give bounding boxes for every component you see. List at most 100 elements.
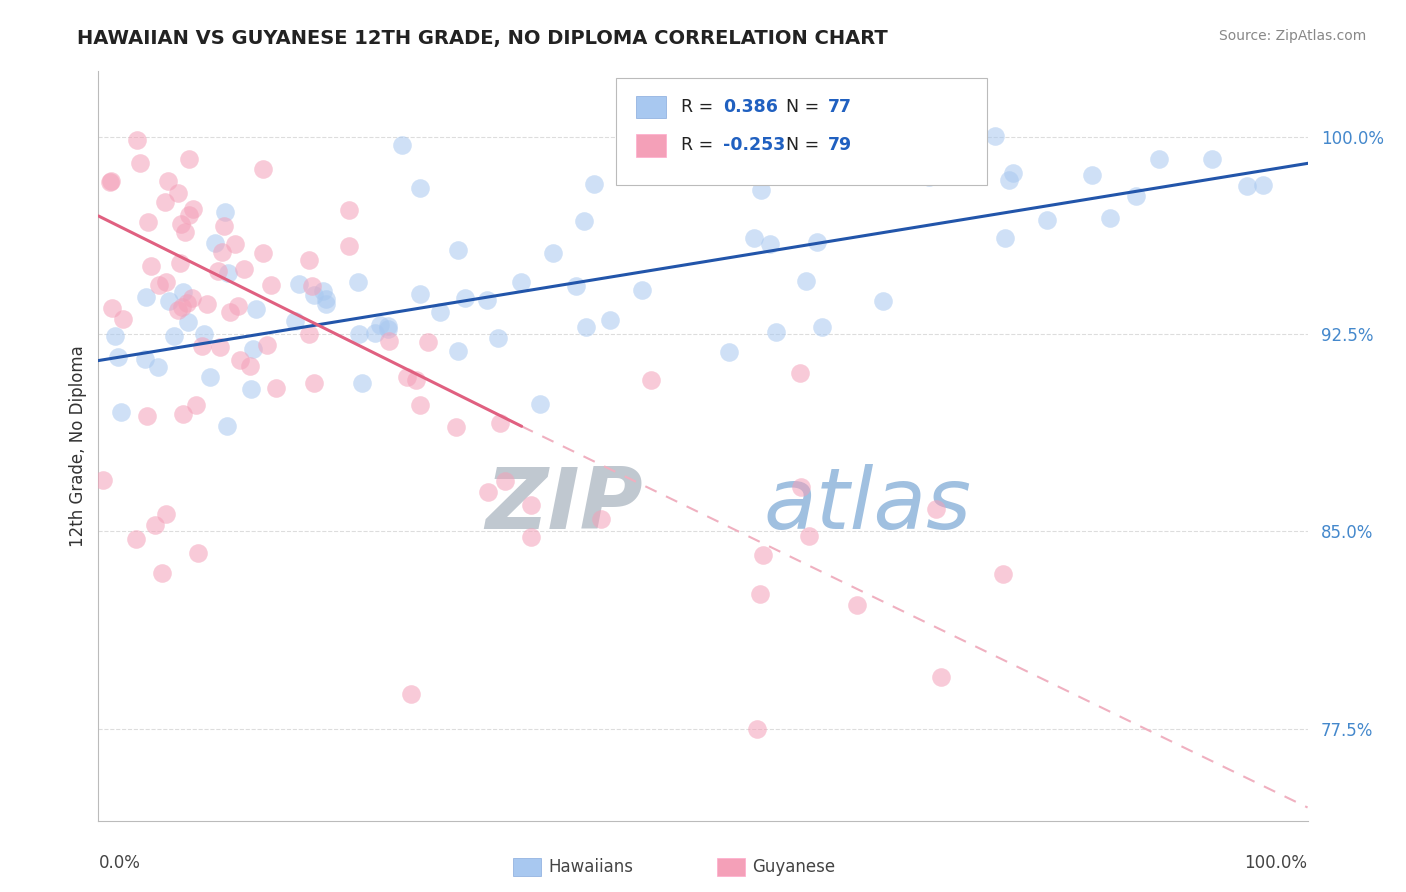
- Point: [377, 322, 399, 336]
- Point: [172, 285, 194, 299]
- Point: [395, 370, 418, 384]
- Point: [589, 512, 612, 526]
- Point: [242, 343, 264, 357]
- Point: [181, 291, 204, 305]
- Point: [352, 376, 374, 390]
- Point: [495, 474, 517, 488]
- Point: [583, 177, 606, 191]
- Text: R =: R =: [681, 98, 718, 116]
- Point: [931, 670, 953, 684]
- Point: [174, 226, 197, 240]
- Point: [872, 293, 894, 308]
- Point: [1125, 188, 1147, 202]
- Point: [477, 485, 499, 500]
- Point: [100, 174, 122, 188]
- Point: [240, 382, 263, 396]
- Point: [226, 299, 249, 313]
- Point: [217, 418, 239, 433]
- Point: [759, 236, 782, 251]
- Point: [315, 297, 337, 311]
- Point: [994, 231, 1017, 245]
- Point: [245, 302, 267, 317]
- Point: [104, 329, 127, 343]
- Point: [169, 256, 191, 270]
- Point: [204, 235, 226, 250]
- Point: [207, 263, 229, 277]
- Point: [1081, 168, 1104, 182]
- Point: [153, 194, 176, 209]
- Point: [998, 173, 1021, 187]
- Point: [252, 161, 274, 176]
- Point: [631, 283, 654, 297]
- Text: Source: ZipAtlas.com: Source: ZipAtlas.com: [1219, 29, 1367, 43]
- Point: [377, 318, 399, 333]
- Point: [416, 334, 439, 349]
- Point: [444, 420, 467, 434]
- Point: [409, 286, 432, 301]
- Text: Guyanese: Guyanese: [752, 858, 835, 876]
- Text: N =: N =: [786, 98, 825, 116]
- Point: [302, 376, 325, 391]
- Point: [312, 285, 335, 299]
- Point: [177, 152, 200, 166]
- Point: [111, 311, 134, 326]
- Point: [575, 320, 598, 334]
- Point: [529, 397, 551, 411]
- Point: [789, 366, 811, 380]
- Text: Hawaiians: Hawaiians: [548, 858, 633, 876]
- Point: [155, 275, 177, 289]
- Point: [337, 239, 360, 253]
- Point: [218, 305, 240, 319]
- Point: [184, 398, 207, 412]
- Point: [1098, 211, 1121, 226]
- Point: [409, 181, 432, 195]
- Point: [1149, 152, 1171, 166]
- Point: [765, 325, 787, 339]
- Point: [179, 208, 201, 222]
- Point: [211, 244, 233, 259]
- Point: [347, 276, 370, 290]
- Point: [446, 243, 468, 257]
- Point: [797, 529, 820, 543]
- Point: [1251, 178, 1274, 193]
- Point: [298, 326, 321, 341]
- Point: [520, 530, 543, 544]
- Point: [789, 480, 811, 494]
- Point: [486, 331, 509, 345]
- Point: [170, 300, 193, 314]
- Text: 0.386: 0.386: [723, 98, 778, 116]
- Point: [187, 546, 209, 560]
- Point: [288, 277, 311, 291]
- Point: [136, 409, 159, 424]
- Point: [224, 236, 246, 251]
- Point: [169, 217, 191, 231]
- Point: [807, 103, 830, 117]
- Point: [302, 288, 325, 302]
- Text: R =: R =: [681, 136, 718, 154]
- Point: [489, 417, 512, 431]
- Point: [475, 293, 498, 307]
- Point: [925, 502, 948, 516]
- Point: [391, 138, 413, 153]
- Point: [368, 318, 391, 332]
- Point: [748, 587, 770, 601]
- Text: ZIP: ZIP: [485, 465, 643, 548]
- Point: [124, 532, 146, 546]
- Point: [520, 499, 543, 513]
- Text: HAWAIIAN VS GUYANESE 12TH GRADE, NO DIPLOMA CORRELATION CHART: HAWAIIAN VS GUYANESE 12TH GRADE, NO DIPL…: [77, 29, 889, 47]
- Point: [239, 359, 262, 373]
- Point: [284, 313, 307, 327]
- Point: [955, 124, 977, 138]
- Point: [163, 328, 186, 343]
- Text: 0.0%: 0.0%: [98, 855, 141, 872]
- Point: [810, 319, 832, 334]
- Point: [217, 266, 239, 280]
- Point: [752, 548, 775, 562]
- Point: [156, 173, 179, 187]
- Point: [401, 687, 423, 701]
- Point: [742, 231, 765, 245]
- Point: [599, 313, 621, 327]
- Text: -0.253: -0.253: [723, 136, 785, 154]
- Point: [337, 203, 360, 218]
- Point: [315, 293, 337, 307]
